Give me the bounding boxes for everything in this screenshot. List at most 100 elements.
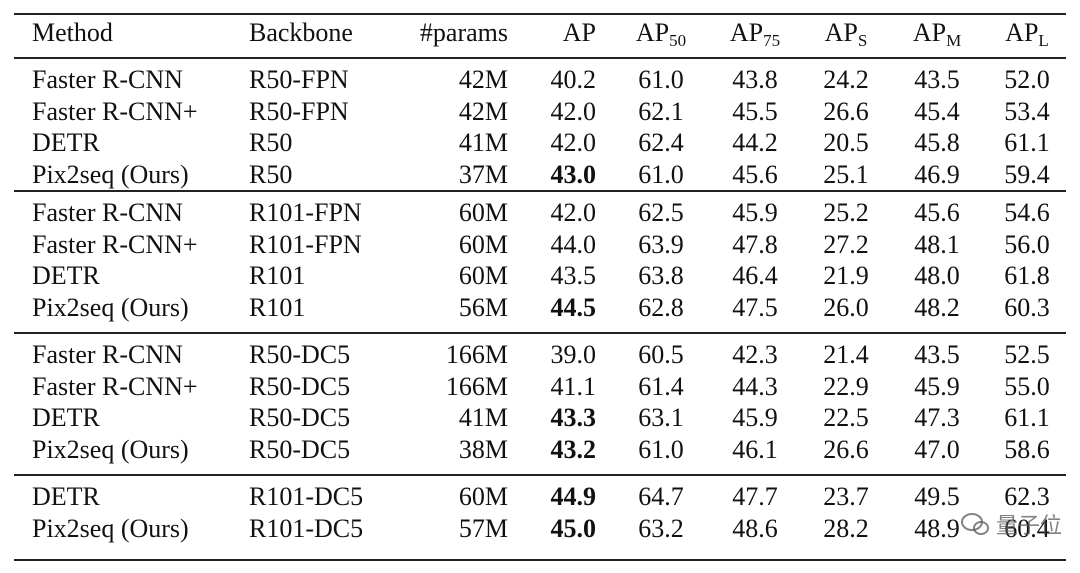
column-header: AP50 <box>635 18 687 50</box>
table-cell: 39.0 <box>550 340 597 369</box>
table-cell: 166M <box>445 371 508 401</box>
table-cell: Faster R-CNN <box>32 340 183 369</box>
watermark-icon <box>960 513 989 535</box>
table-cell: 26.6 <box>823 434 869 464</box>
column-header: Backbone <box>249 18 353 48</box>
table-cell: DETR <box>32 261 100 290</box>
table-cell: 43.5 <box>914 340 960 369</box>
table-cell: DETR <box>32 482 100 511</box>
column-header: Method <box>32 18 113 48</box>
table-cell: 43.5 <box>550 261 597 290</box>
table-cell: Pix2seq (Ours) <box>32 434 189 464</box>
table-cell: 63.1 <box>638 403 684 432</box>
table-cell: 60M <box>458 229 508 259</box>
table-cell: R50-DC5 <box>249 371 351 401</box>
table-cell: 42.0 <box>550 96 597 126</box>
table-cell: R101-FPN <box>249 229 362 259</box>
table-cell: Faster R-CNN+ <box>32 371 198 401</box>
table-cell: 48.2 <box>914 292 960 322</box>
table-cell: 44.9 <box>550 482 597 511</box>
table-cell: 47.7 <box>732 482 778 511</box>
header-text: AP <box>635 18 670 47</box>
table-cell: 20.5 <box>823 128 869 157</box>
table-cell: 45.4 <box>914 96 960 126</box>
table-cell: 24.2 <box>823 65 869 94</box>
table-cell: 40.2 <box>550 65 597 94</box>
header-text: #params <box>419 18 508 47</box>
table-cell: 47.3 <box>914 403 960 432</box>
table-cell: 62.8 <box>638 292 684 322</box>
table-cell: DETR <box>32 128 100 157</box>
table-cell: 27.2 <box>823 229 869 259</box>
table-cell: 48.6 <box>732 513 778 543</box>
header-text: AP <box>912 18 947 47</box>
table-cell: 48.1 <box>914 229 960 259</box>
table-cell: 41M <box>458 403 508 432</box>
watermark-text: 量子位 <box>995 514 1062 539</box>
table-cell: 41.1 <box>550 371 597 401</box>
header-text: AP <box>1005 18 1039 47</box>
table-cell: 38M <box>458 434 508 464</box>
table-cell: 43.5 <box>914 65 960 94</box>
table-cell: 42M <box>458 96 508 126</box>
table-cell: 48.9 <box>914 513 960 543</box>
table-cell: Faster R-CNN+ <box>32 96 198 126</box>
header-text: Method <box>32 18 113 47</box>
table-cell: 46.4 <box>732 261 778 290</box>
table-cell: 43.8 <box>732 65 778 94</box>
table-cell: 21.4 <box>823 340 869 369</box>
table-cell: R101 <box>249 292 306 322</box>
table-cell: 57M <box>458 513 508 543</box>
table-cell: 42.0 <box>550 198 597 227</box>
table-cell: 44.0 <box>550 229 597 259</box>
table-cell: 42.3 <box>732 340 778 369</box>
table-cell: 60.5 <box>638 340 684 369</box>
header-text: Backbone <box>249 18 353 47</box>
header-subscript: 50 <box>669 31 687 50</box>
table-cell: R101 <box>249 261 306 290</box>
table-cell: R50-DC5 <box>249 434 351 464</box>
header-subscript: M <box>946 31 962 50</box>
table-cell: 64.7 <box>638 482 684 511</box>
header-text: AP <box>824 18 858 47</box>
table-cell: 61.4 <box>638 371 684 401</box>
column-header: APL <box>1005 18 1049 50</box>
table-cell: 45.9 <box>732 403 778 432</box>
table-cell: 60.3 <box>1004 292 1050 322</box>
table-cell: 56.0 <box>1004 229 1050 259</box>
table-cell: 61.8 <box>1004 261 1050 290</box>
table-cell: 60M <box>458 198 508 227</box>
table-cell: 45.9 <box>914 371 960 401</box>
table-cell: 23.7 <box>823 482 869 511</box>
table-cell: 63.9 <box>638 229 684 259</box>
table-cell: 28.2 <box>823 513 869 543</box>
header-text: AP <box>562 18 596 47</box>
table-cell: 43.0 <box>550 159 597 189</box>
header-text: AP <box>729 18 764 47</box>
header-subscript: L <box>1038 31 1049 50</box>
table-cell: 45.0 <box>550 513 597 543</box>
table-cell: 62.3 <box>1004 482 1050 511</box>
table-cell: R101-DC5 <box>249 513 364 543</box>
table-rule <box>14 474 1066 476</box>
table-cell: 26.0 <box>823 292 869 322</box>
header-subscript: S <box>857 31 868 50</box>
table-cell: 45.9 <box>732 198 778 227</box>
table-cell: 61.0 <box>638 65 684 94</box>
table-cell: R50-FPN <box>249 65 349 94</box>
table-cell: 60M <box>458 482 508 511</box>
table-cell: 49.5 <box>914 482 960 511</box>
table-cell: 59.4 <box>1004 159 1050 189</box>
table-cell: R50-DC5 <box>249 403 351 432</box>
table-cell: 43.3 <box>550 403 597 432</box>
table-cell: 41M <box>458 128 508 157</box>
table-cell: 52.5 <box>1004 340 1050 369</box>
table-cell: 45.8 <box>914 128 960 157</box>
table-cell: 61.1 <box>1004 128 1050 157</box>
table-cell: 63.8 <box>638 261 684 290</box>
table-cell: 52.0 <box>1004 65 1050 94</box>
table-cell: 25.2 <box>823 198 869 227</box>
table-cell: 55.0 <box>1004 371 1050 401</box>
table-cell: Pix2seq (Ours) <box>32 159 189 189</box>
table-cell: 54.6 <box>1004 198 1050 227</box>
